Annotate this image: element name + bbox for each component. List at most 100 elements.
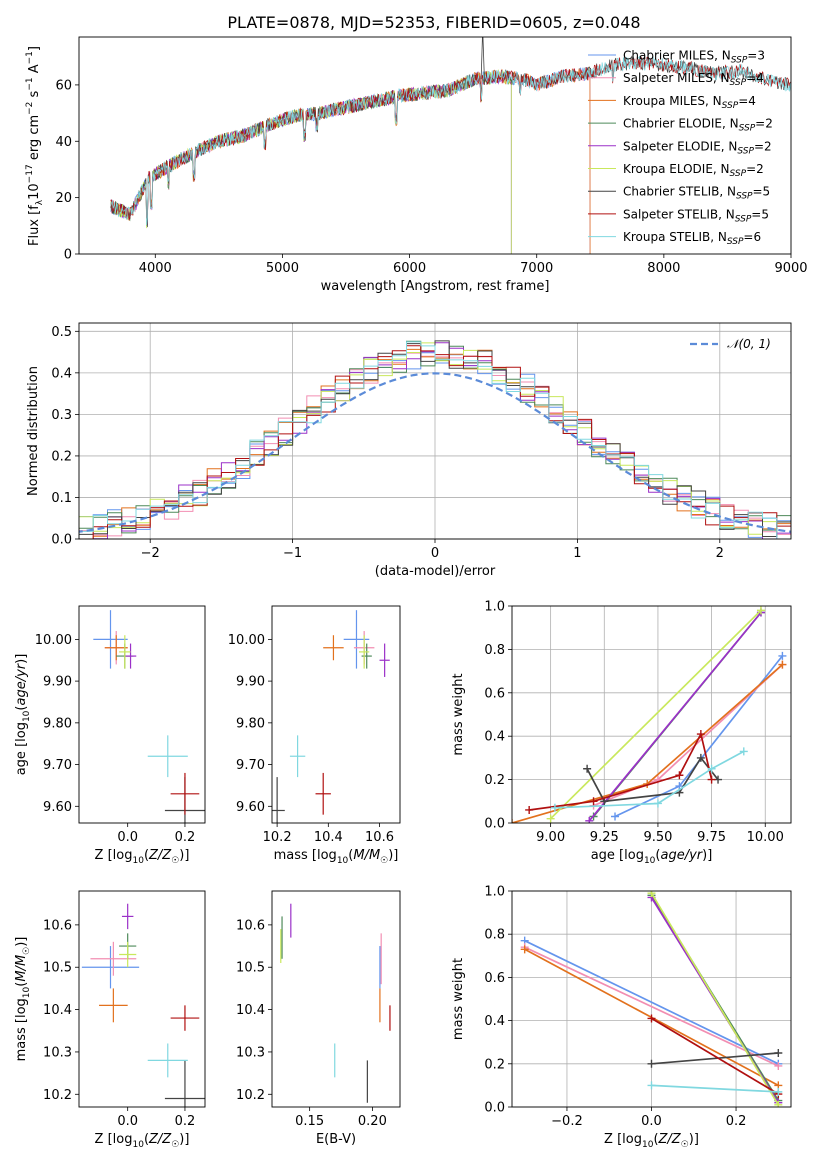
- plot-area: [280, 903, 391, 1103]
- y-tick-label: 0.2: [484, 1057, 505, 1072]
- plot-area: [81, 903, 205, 1107]
- spectrum-x-label: wavelength [Angstrom, rest frame]: [321, 279, 550, 294]
- plot-area: [520, 891, 783, 1107]
- hist-y-label: Normed distribution: [26, 366, 41, 496]
- z-age-x-label: Z [log10(Z/Z☉)]: [95, 848, 190, 866]
- x-tick-label: 10.6: [365, 830, 394, 845]
- age-weight-x-label: age [log10(age/yr)]: [591, 848, 713, 866]
- weight-marker: [707, 775, 716, 784]
- x-tick-label: 9.25: [590, 830, 619, 845]
- axes-spectrum: 4000 5000 6000 7000 8000 9000 0 20 40 60 wavelengt…: [25, 36, 808, 294]
- x-tick-label: 9000: [774, 261, 807, 276]
- weight-marker: [739, 747, 748, 756]
- y-tick-label: 9.60: [236, 800, 265, 815]
- y-tick-label: 10.4: [236, 1003, 265, 1018]
- weight-marker: [647, 1014, 656, 1023]
- weight-line: [650, 892, 780, 1106]
- x-tick-label: 0.2: [175, 830, 196, 845]
- weight-marker: [774, 1087, 783, 1096]
- z-mass-y-label: mass [log10(M/M☉)]: [14, 937, 32, 1062]
- x-tick-label: 0.0: [117, 1114, 138, 1129]
- y-tick-label: 9.90: [43, 675, 72, 690]
- weight-line: [550, 609, 762, 820]
- spectrum-line-kroupa-stelib: [110, 55, 791, 226]
- age-weight-y-label: mass weight: [451, 673, 466, 755]
- x-tick-label: 0.0: [641, 1114, 662, 1129]
- x-tick-label: −1: [283, 546, 302, 561]
- weight-line: [651, 1084, 779, 1093]
- axes-residuals: −2 −1 0 1 2 0.0 0.1 0.2 0.3 0.4 0.5 (data-model)/er…: [26, 322, 792, 579]
- x-tick-label: −2: [141, 546, 160, 561]
- x-tick-label: 1: [573, 546, 581, 561]
- y-tick-label: 40: [55, 135, 72, 150]
- x-tick-label: −0.2: [551, 1114, 583, 1129]
- y-tick-label: 10.00: [35, 633, 72, 648]
- weight-line: [651, 1052, 779, 1065]
- y-tick-label: 1.0: [484, 600, 505, 615]
- y-tick-label: 10.2: [43, 1088, 72, 1103]
- weight-marker: [774, 1100, 783, 1107]
- axes-frame: [271, 605, 401, 824]
- y-tick-label: 0.2: [484, 773, 505, 788]
- x-tick-label: 0: [431, 546, 439, 561]
- y-tick-label: 0.0: [484, 1101, 505, 1116]
- legend-gaussian: 𝒩(0, 1): [727, 337, 771, 351]
- y-tick-label: 0.6: [484, 971, 505, 986]
- weight-marker: [520, 945, 529, 954]
- spectrum-line-salpeter-stelib: [110, 56, 791, 220]
- x-tick-label: 0.15: [295, 1114, 324, 1129]
- y-tick-label: 10.3: [236, 1045, 265, 1060]
- x-tick-label: 9.75: [697, 830, 726, 845]
- plot-area: [110, 37, 791, 254]
- weight-marker: [707, 764, 716, 773]
- z-age-y-label: age [log10(age/yr)]: [14, 654, 32, 776]
- weight-marker: [611, 812, 620, 821]
- y-tick-label: 10.2: [236, 1088, 265, 1103]
- weight-marker: [589, 797, 598, 806]
- mass-age-x-label: mass [log10(M/M☉)]: [274, 848, 399, 866]
- z-weight-x-label: Z [log10(Z/Z☉)]: [604, 1132, 699, 1150]
- weight-marker: [647, 1081, 656, 1090]
- gaussian-curve: [79, 372, 791, 533]
- weight-line: [524, 946, 779, 1067]
- weight-marker: [585, 816, 594, 823]
- y-tick-label: 9.60: [43, 800, 72, 815]
- legend-entry: Kroupa ELODIE, NSSP=2: [623, 162, 764, 179]
- y-tick-label: 10.5: [43, 961, 72, 976]
- hist-x-label: (data-model)/error: [375, 564, 496, 579]
- x-tick-label: 10.2: [263, 830, 292, 845]
- y-tick-label: 10.6: [43, 918, 72, 933]
- legend-entry: Chabrier ELODIE, NSSP=2: [623, 117, 773, 134]
- plot-area: [512, 606, 787, 823]
- plot-area: [93, 610, 205, 823]
- x-tick-label: 8000: [647, 261, 680, 276]
- plot-area: [79, 340, 791, 539]
- spectrum-y-label: Flux [fλ10−17 erg cm−2 s−1 A−1]: [25, 46, 45, 246]
- x-tick-label: 4000: [139, 261, 172, 276]
- y-tick-label: 0.2: [51, 449, 72, 464]
- spectrum-emission-line: [480, 37, 485, 85]
- spectrum-line-kroupa-elodie: [110, 69, 512, 254]
- axes-z-mass: 0.0 0.2 10.2 10.3 10.4 10.5 10.6 Z [log10(Z/Z☉)…: [14, 890, 206, 1150]
- weight-marker: [647, 891, 656, 898]
- axes-ebv-mass: 0.15 0.20 10.2 10.3 10.4 10.5 10.6 E(B-V): [236, 890, 401, 1147]
- legend-entry: Kroupa MILES, NSSP=4: [623, 94, 756, 111]
- y-tick-label: 9.70: [43, 758, 72, 773]
- x-tick-label: 2: [716, 546, 724, 561]
- x-tick-label: 0.2: [175, 1114, 196, 1129]
- legend-entry: Kroupa STELIB, NSSP=6: [623, 230, 761, 247]
- legend-entry: Salpeter ELODIE, NSSP=2: [623, 139, 772, 156]
- y-tick-label: 20: [55, 191, 72, 206]
- legend-entry: Chabrier STELIB, NSSP=5: [623, 185, 770, 202]
- x-tick-label: 10.00: [747, 830, 784, 845]
- weight-line: [554, 750, 745, 809]
- weight-marker: [546, 814, 555, 823]
- y-tick-label: 0.8: [484, 928, 505, 943]
- y-tick-label: 0.4: [51, 366, 72, 381]
- weight-line: [651, 1017, 779, 1095]
- y-tick-label: 9.90: [236, 675, 265, 690]
- weight-line: [588, 611, 762, 822]
- y-tick-label: 60: [55, 78, 72, 93]
- weight-marker: [583, 764, 592, 773]
- axes-z-age: 0.0 0.2 9.60 9.70 9.80 9.90 10.00 Z [log10(Z/Z☉…: [14, 605, 206, 866]
